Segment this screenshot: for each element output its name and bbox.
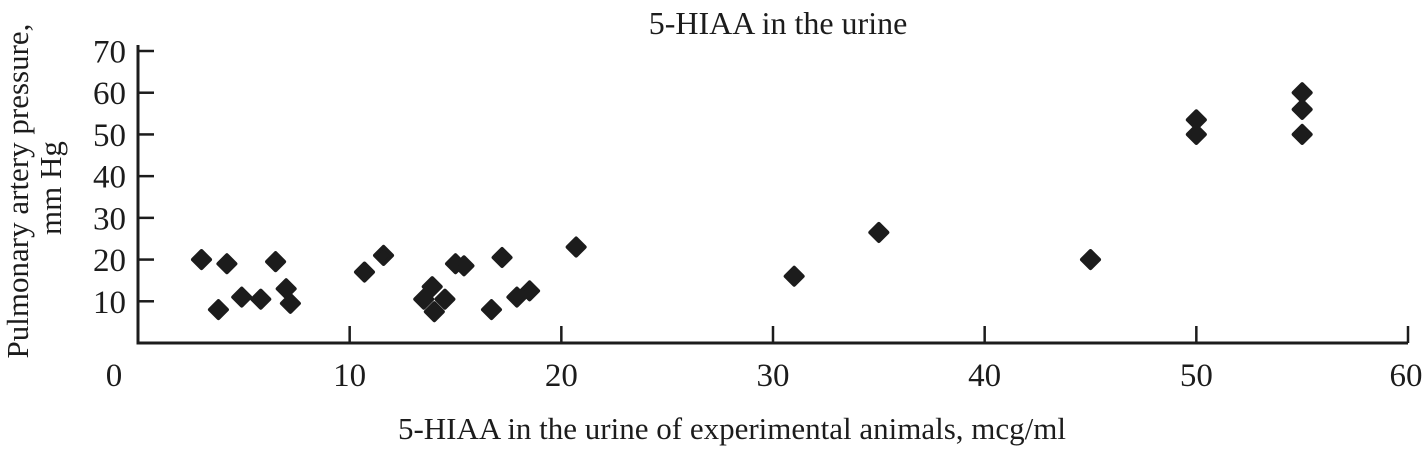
data-point-diamond <box>265 251 287 273</box>
y-axis-label-line2: mm Hg <box>33 141 68 235</box>
data-point-diamond <box>191 249 212 271</box>
data-point-diamond <box>1291 123 1313 145</box>
x-tick-label: 40 <box>968 358 1001 394</box>
data-point-diamond <box>491 246 513 268</box>
data-point-diamond <box>1185 123 1207 145</box>
data-point-diamond <box>434 288 456 310</box>
y-tick-label: 10 <box>93 285 126 321</box>
data-point-diamond <box>1291 98 1313 120</box>
y-tick-label: 30 <box>93 201 126 237</box>
y-tick-label: 40 <box>93 160 126 196</box>
y-axis-label-line1: Pulmonary artery pressure, <box>0 24 35 359</box>
data-point-diamond <box>423 301 445 323</box>
x-tick-label: 30 <box>757 358 790 394</box>
y-tick-label: 50 <box>93 118 126 154</box>
axis-tick-labels: 10 20 30 40 50 60 70 0 10 20 30 40 50 60 <box>93 35 1423 395</box>
plot-axes <box>136 45 1410 345</box>
data-points <box>191 82 1313 323</box>
data-point-diamond <box>480 299 502 321</box>
data-point-diamond <box>353 261 375 283</box>
axis-spine <box>136 45 1408 345</box>
data-point-diamond <box>216 253 238 275</box>
x-tick-label: 50 <box>1180 358 1213 394</box>
data-point-diamond <box>868 221 890 243</box>
y-tick-label: 20 <box>93 243 126 279</box>
data-point-diamond <box>279 292 301 314</box>
data-point-diamond <box>231 286 253 308</box>
data-point-diamond <box>250 288 272 310</box>
x-tick-label: 20 <box>545 358 578 394</box>
y-tick-label: 60 <box>93 76 126 112</box>
data-point-diamond <box>565 236 587 258</box>
x-tick-label: 10 <box>333 358 366 394</box>
x-axis-label: 5-HIAA in the urine of experimental anim… <box>398 411 1066 446</box>
data-point-diamond <box>207 299 229 321</box>
data-point-diamond <box>1080 249 1101 271</box>
data-point-diamond <box>1291 82 1313 104</box>
data-point-diamond <box>783 265 805 287</box>
data-point-diamond <box>453 255 475 277</box>
data-point-diamond <box>421 276 443 298</box>
chart-title: 5-HIAA in the urine <box>649 5 908 41</box>
x-tick-label: 60 <box>1390 358 1423 394</box>
data-point-diamond <box>413 288 435 310</box>
data-point-diamond <box>373 244 395 266</box>
y-tick-label: 70 <box>93 35 126 71</box>
x-tick-label: 0 <box>106 358 123 394</box>
data-point-diamond <box>519 280 541 302</box>
